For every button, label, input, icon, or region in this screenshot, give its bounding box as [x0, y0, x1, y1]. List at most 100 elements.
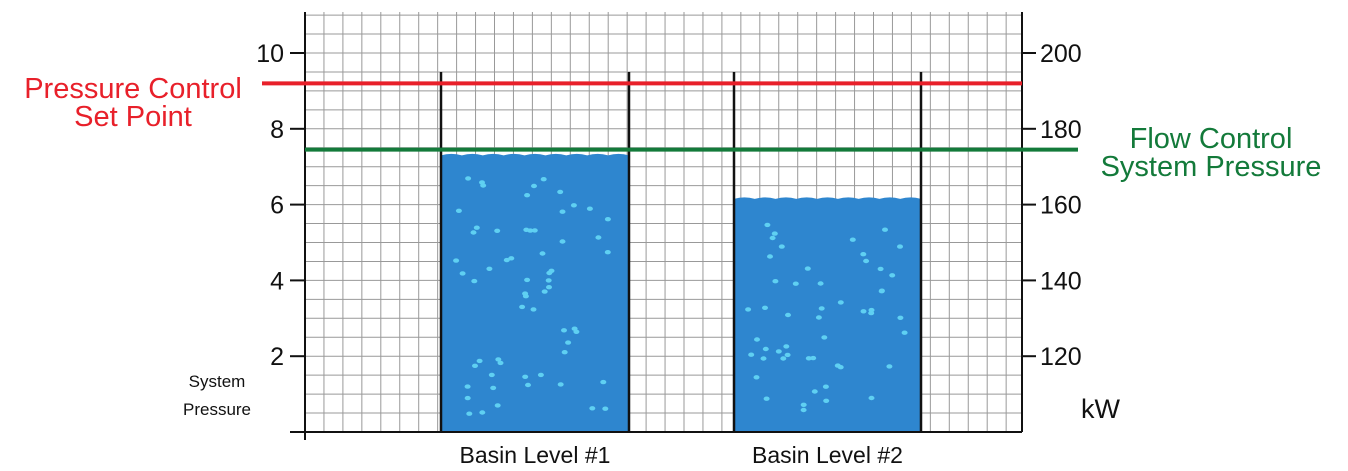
water-bubble	[548, 268, 555, 273]
left-tick-label: 4	[270, 267, 284, 295]
water-bubble	[561, 328, 567, 333]
water-bubble	[466, 411, 473, 416]
water-bubble	[860, 252, 867, 257]
water-bubble	[771, 231, 778, 236]
water-bubble	[767, 254, 773, 259]
water-bubble	[897, 244, 903, 249]
water-bubble	[486, 266, 493, 271]
water-bubble	[604, 217, 611, 222]
reference-lines: Pressure Control Set Point Flow Control Sys…	[24, 73, 1321, 183]
water-bubble	[495, 357, 502, 362]
water-bubble	[863, 258, 870, 264]
reference-label: Pressure Control Set Point	[24, 73, 242, 133]
water-bubble	[775, 349, 782, 354]
water-bubble	[540, 177, 547, 182]
water-bubble	[545, 278, 552, 283]
water-bubble	[479, 180, 485, 185]
water-bubble	[805, 356, 812, 361]
water-bubble	[524, 193, 531, 198]
basin-label: Basin Level #2	[752, 442, 903, 468]
left-axis-label: System Pressure	[183, 372, 251, 419]
water-bubble	[764, 222, 771, 228]
water-bubble	[760, 356, 767, 361]
water-bubble	[810, 355, 817, 361]
right-tick-label: 120	[1040, 343, 1082, 371]
water-bubble	[754, 337, 760, 342]
water-bubble	[494, 403, 501, 408]
basin-bars: Basin Level #1 Basin Level #2	[439, 72, 923, 468]
water-bubble	[531, 228, 538, 233]
water-bubble	[546, 285, 552, 290]
water-bubble	[471, 278, 478, 284]
water-bubble	[889, 273, 896, 278]
water-bubble	[557, 189, 564, 195]
left-tick-label: 10	[256, 40, 284, 68]
water-bubble	[497, 360, 504, 366]
water-fill	[734, 197, 921, 432]
pressure-control-set-point: Pressure Control Set Point	[24, 73, 1022, 133]
water-bubble	[901, 330, 908, 335]
water-bubble	[525, 382, 531, 388]
water-bubble	[519, 304, 526, 310]
water-bubble	[494, 228, 501, 233]
water-bubble	[488, 372, 495, 378]
right-axis-label: kW	[1081, 394, 1121, 424]
water-bubble	[815, 315, 822, 320]
right-tick-label: 140	[1040, 267, 1082, 295]
water-bubble	[465, 176, 472, 181]
water-bubble	[522, 291, 529, 296]
water-bubble	[763, 396, 770, 401]
water-bubble	[479, 410, 486, 415]
water-bubble	[522, 374, 529, 379]
water-bubble	[541, 289, 548, 294]
water-bubble	[818, 306, 825, 311]
water-bubble	[834, 363, 841, 368]
water-bubble	[557, 382, 564, 387]
water-bubble	[800, 402, 807, 407]
water-bubble	[823, 398, 830, 403]
water-bubble	[882, 227, 888, 232]
water-bubble	[792, 281, 799, 286]
water-bubble	[783, 344, 790, 349]
water-bubble	[868, 395, 875, 401]
basin-2: Basin Level #2	[732, 72, 923, 468]
water-bubble	[476, 358, 483, 364]
water-bubble	[784, 352, 791, 358]
water-bubble	[565, 340, 572, 345]
water-bubble	[772, 279, 779, 284]
water-bubble	[804, 266, 811, 271]
water-bubble	[897, 315, 904, 320]
water-bubble	[589, 406, 596, 411]
water-bubble	[817, 281, 824, 286]
right-tick-label: 180	[1040, 116, 1082, 144]
left-tick-label: 2	[270, 343, 284, 371]
water-bubble	[604, 250, 611, 255]
tick-labels: 2 4 6 8 10 120 140 160 180 200 System Pressure kW	[183, 40, 1121, 424]
water-bubble	[837, 300, 844, 305]
right-tick-label: 200	[1040, 40, 1082, 68]
water-bubble	[745, 307, 752, 312]
water-bubble	[785, 312, 791, 318]
water-bubble	[780, 356, 787, 361]
flow-control-system-pressure: Flow Control System Pressure	[305, 123, 1321, 183]
water-bubble	[464, 395, 471, 401]
water-bubble	[530, 307, 537, 312]
water-bubble	[762, 305, 768, 310]
water-bubble	[503, 257, 510, 263]
water-bubble	[602, 406, 609, 411]
water-bubble	[561, 350, 568, 355]
right-tick-label: 160	[1040, 192, 1082, 220]
water-bubble	[531, 183, 537, 189]
water-bubble	[877, 266, 884, 272]
water-bubble	[595, 235, 602, 240]
water-bubble	[878, 289, 885, 294]
water-bubble	[762, 346, 769, 352]
water-bubble	[473, 225, 480, 230]
water-bubble	[811, 389, 818, 394]
water-bubble	[459, 271, 466, 276]
water-bubble	[822, 384, 829, 389]
water-bubble	[470, 230, 477, 235]
water-bubble	[455, 208, 462, 213]
water-bubble	[586, 206, 593, 211]
